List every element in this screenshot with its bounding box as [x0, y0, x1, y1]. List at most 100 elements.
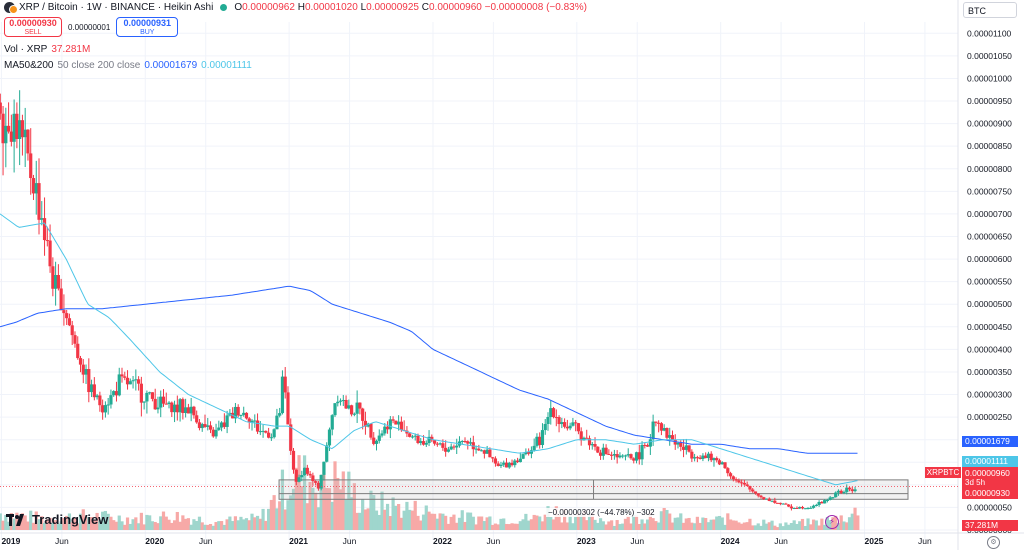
candle-body [40, 218, 44, 220]
volume-bar [15, 512, 19, 530]
candle-body [410, 436, 415, 438]
volume-bar [89, 517, 94, 530]
volume-bar [466, 512, 470, 530]
currency-selector[interactable]: BTC [963, 2, 1017, 18]
candle-body [618, 455, 622, 458]
volume-bar [175, 511, 179, 530]
volume-bar [709, 519, 713, 530]
ma-legend[interactable]: MA50&200 50 close 200 close 0.00001679 0… [4, 60, 252, 71]
candle-body [186, 407, 190, 414]
volume-bar [463, 521, 467, 530]
buy-button[interactable]: 0.00000931 BUY [116, 17, 179, 37]
volume-bar [634, 515, 639, 530]
candle-body [668, 435, 672, 438]
volume-bar [731, 520, 735, 530]
volume-bar [496, 524, 500, 530]
candle-body [148, 392, 152, 394]
volume-bar [161, 511, 166, 530]
candle-body [795, 507, 799, 509]
candle-body [222, 422, 226, 427]
candle-body [153, 398, 157, 410]
volume-bar [56, 523, 60, 530]
volume-bar [640, 519, 644, 530]
volume-bar [261, 508, 265, 530]
change-value: −0.00000008 (−0.83%) [484, 2, 587, 13]
volume-bar [416, 515, 420, 530]
candle-body [330, 415, 334, 430]
candle-body [59, 288, 63, 311]
volume-bar [355, 512, 359, 530]
candle-body [762, 497, 766, 500]
candle-body [48, 240, 52, 267]
candle-body [845, 487, 849, 492]
volume-bar [319, 486, 323, 530]
candle-body [325, 445, 329, 462]
volume-bar [305, 503, 309, 530]
volume-bar [12, 518, 16, 530]
candle-body [361, 408, 365, 421]
volume-bar [527, 520, 531, 530]
y-tick-label: 0.00000950 [967, 96, 1012, 106]
volume-bar [515, 523, 520, 530]
volume-bar [195, 520, 199, 530]
volume-bar [363, 509, 368, 530]
volume-bar [228, 516, 232, 530]
volume-bar [787, 524, 791, 530]
buy-label: BUY [140, 29, 155, 36]
volume-bar [524, 513, 528, 530]
lightning-icon[interactable]: ⚡ [825, 515, 839, 529]
candle-body [319, 474, 323, 489]
candle-body [81, 364, 85, 375]
volume-legend[interactable]: Vol · XRP 37.281M [4, 44, 90, 55]
volume-price-tag: 37.281M [962, 520, 1018, 531]
volume-bar [623, 518, 628, 530]
candle-body [311, 475, 315, 482]
volume-bar [231, 521, 235, 530]
sell-button[interactable]: 0.00000930 SELL [4, 17, 62, 37]
volume-bar [518, 521, 522, 530]
ma200-price-tag: 0.00001679 [962, 436, 1018, 447]
candle-body [305, 467, 309, 474]
candle-body [374, 440, 379, 444]
candle-body [206, 425, 210, 427]
candle-body [720, 462, 724, 465]
candle-body [460, 440, 464, 442]
volume-bar [253, 517, 257, 530]
volume-bar [704, 517, 708, 530]
candle-body [308, 473, 312, 476]
buy-price: 0.00000931 [123, 18, 172, 28]
candle-body [698, 457, 702, 459]
volume-bar [369, 490, 373, 530]
volume-bar [178, 521, 182, 530]
volume-bar [706, 522, 711, 530]
candle-body [178, 399, 182, 413]
candle-body [18, 120, 22, 139]
volume-bar [167, 519, 171, 530]
candle-body [314, 481, 318, 483]
chart-title[interactable]: XRP / Bitcoin · 1W · BINANCE · Heikin As… [19, 2, 214, 13]
candle-body [172, 404, 177, 413]
volume-bar [54, 520, 58, 530]
volume-bar [549, 517, 553, 530]
candle-body [54, 275, 58, 289]
candle-body [623, 455, 628, 457]
candle-body [159, 396, 163, 408]
candle-body [676, 442, 680, 445]
volume-bar [823, 524, 827, 530]
candle-body [109, 395, 113, 405]
volume-bar [172, 520, 177, 530]
volume-bar [643, 523, 647, 530]
candle-body [787, 504, 791, 507]
volume-bar [579, 509, 583, 530]
volume-bar [258, 518, 262, 530]
volume-bar [255, 515, 260, 530]
volume-bar [117, 515, 121, 530]
volume-bar [134, 517, 138, 530]
candle-body [98, 395, 102, 406]
y-tick-label: 0.00000850 [967, 141, 1012, 151]
candle-body [565, 426, 569, 429]
gear-icon[interactable]: ⚙ [987, 536, 1000, 549]
volume-bar [112, 520, 116, 530]
candle-body [540, 430, 545, 446]
